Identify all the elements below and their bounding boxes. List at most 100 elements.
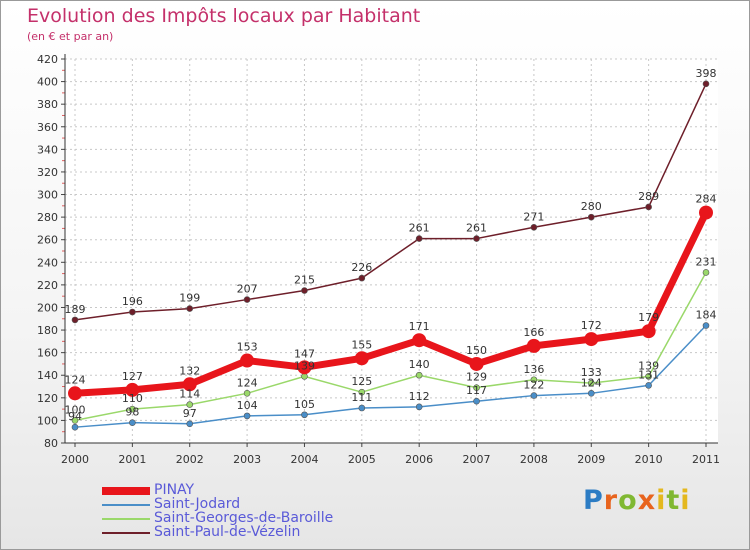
- data-point-saint-jodard: [71, 423, 79, 431]
- x-tick-label: 2000: [61, 453, 89, 466]
- data-point-pinay: [182, 377, 197, 392]
- y-tick-label: 380: [37, 98, 58, 111]
- data-label-pinay: 147: [294, 347, 315, 360]
- data-label-pinay: 171: [409, 320, 430, 333]
- data-label-saint-jodard: 124: [581, 376, 602, 389]
- data-point-pinay: [584, 332, 599, 347]
- data-point-saint-paul-de-vezelin: [702, 80, 710, 88]
- x-tick-label: 2007: [463, 453, 491, 466]
- data-point-saint-jodard: [129, 419, 136, 426]
- x-tick-label: 2011: [692, 453, 720, 466]
- data-point-saint-paul-de-vezelin: [587, 213, 595, 221]
- data-label-saint-paul-de-vezelin: 289: [638, 190, 659, 203]
- data-label-saint-paul-de-vezelin: 196: [122, 295, 143, 308]
- data-point-pinay: [412, 333, 427, 348]
- data-label-saint-georges-de-baroille: 133: [581, 366, 602, 379]
- data-label-pinay: 124: [65, 373, 86, 386]
- data-label-saint-jodard: 117: [466, 384, 487, 397]
- data-label-saint-georges-de-baroille: 110: [122, 392, 143, 405]
- data-label-saint-paul-de-vezelin: 207: [237, 283, 258, 296]
- y-tick-label: 420: [37, 53, 58, 66]
- y-tick-label: 260: [37, 234, 58, 247]
- data-point-saint-jodard: [702, 322, 710, 329]
- data-label-saint-paul-de-vezelin: 215: [294, 274, 315, 287]
- legend-swatch-pinay: [102, 487, 150, 495]
- legend-label-saint-georges: Saint-Georges-de-Baroille: [154, 510, 334, 526]
- y-tick-label: 300: [37, 189, 58, 202]
- data-point-saint-paul-de-vezelin: [186, 305, 194, 312]
- y-tick-label: 200: [37, 301, 58, 314]
- data-point-saint-georges-de-baroille: [645, 373, 652, 380]
- y-tick-label: 100: [37, 414, 58, 427]
- legend-label-saint-paul: Saint-Paul-de-Vézelin: [154, 524, 301, 540]
- data-point-saint-paul-de-vezelin: [415, 235, 423, 242]
- y-tick-label: 240: [37, 256, 58, 269]
- data-point-saint-jodard: [587, 390, 595, 397]
- data-point-saint-jodard: [473, 397, 480, 405]
- y-tick-label: 120: [37, 392, 58, 405]
- y-tick-label: 80: [44, 437, 58, 450]
- legend-label-pinay: PINAY: [154, 482, 195, 498]
- data-point-saint-paul-de-vezelin: [530, 223, 538, 231]
- data-point-saint-jodard: [243, 412, 251, 420]
- x-tick-label: 2005: [348, 453, 376, 466]
- data-point-saint-georges-de-baroille: [530, 376, 538, 384]
- data-label-saint-georges-de-baroille: 114: [179, 388, 200, 401]
- data-point-saint-georges-de-baroille: [243, 390, 251, 397]
- series-layer: [68, 80, 713, 431]
- data-label-saint-georges-de-baroille: 129: [466, 371, 487, 384]
- data-label-saint-paul-de-vezelin: 199: [179, 292, 200, 305]
- data-label-saint-jodard: 97: [183, 407, 197, 420]
- data-label-saint-georges-de-baroille: 100: [65, 403, 86, 416]
- x-tick-label: 2002: [176, 453, 204, 466]
- y-tick-label: 180: [37, 324, 58, 337]
- x-tick-label: 2009: [577, 453, 605, 466]
- data-point-saint-georges-de-baroille: [415, 371, 423, 379]
- data-label-saint-georges-de-baroille: 139: [638, 359, 659, 372]
- data-point-saint-paul-de-vezelin: [71, 316, 79, 324]
- data-label-saint-georges-de-baroille: 124: [237, 376, 258, 389]
- data-label-saint-paul-de-vezelin: 261: [409, 222, 430, 235]
- y-tick-label: 400: [37, 76, 58, 89]
- data-label-saint-paul-de-vezelin: 189: [65, 303, 86, 316]
- data-label-pinay: 166: [523, 326, 544, 339]
- data-point-saint-paul-de-vezelin: [243, 296, 251, 303]
- y-tick-label: 140: [37, 369, 58, 382]
- data-point-pinay: [240, 353, 255, 368]
- data-label-pinay: 153: [237, 341, 258, 354]
- series-line-saint-georges-de-baroille: [74, 272, 707, 422]
- data-label-saint-jodard: 131: [638, 368, 659, 381]
- data-label-saint-paul-de-vezelin: 261: [466, 222, 487, 235]
- data-point-saint-jodard: [645, 382, 652, 389]
- data-label-pinay: 155: [351, 338, 372, 351]
- data-point-saint-georges-de-baroille: [587, 379, 595, 387]
- data-label-pinay: 132: [179, 364, 200, 377]
- data-label-saint-jodard: 104: [237, 399, 258, 412]
- data-label-saint-georges-de-baroille: 139: [294, 359, 315, 372]
- data-point-saint-paul-de-vezelin: [129, 308, 136, 316]
- y-tick-label: 320: [37, 166, 58, 179]
- x-tick-label: 2003: [233, 453, 261, 466]
- data-point-saint-georges-de-baroille: [473, 384, 480, 391]
- x-tick-label: 2008: [520, 453, 548, 466]
- chart-title: Evolution des Impôts locaux par Habitant: [27, 5, 421, 27]
- data-label-pinay: 172: [581, 319, 602, 332]
- grid-layer: [65, 58, 718, 443]
- chart-subtitle: (en € et par an): [27, 30, 114, 43]
- x-tick-label: 2004: [290, 453, 318, 466]
- x-tick-label: 2010: [635, 453, 663, 466]
- data-label-pinay: 127: [122, 370, 143, 383]
- data-point-pinay: [125, 382, 140, 397]
- x-tick-label: 2001: [118, 453, 146, 466]
- y-tick-label: 280: [37, 211, 58, 224]
- data-point-saint-jodard: [358, 404, 366, 412]
- y-tick-label: 220: [37, 279, 58, 292]
- data-label-saint-georges-de-baroille: 136: [523, 363, 544, 376]
- data-label-saint-paul-de-vezelin: 271: [523, 210, 544, 223]
- x-tick-label: 2006: [405, 453, 433, 466]
- data-point-saint-jodard: [530, 392, 538, 399]
- data-point-saint-georges-de-baroille: [129, 405, 136, 413]
- data-label-saint-paul-de-vezelin: 226: [351, 261, 372, 274]
- proxiti-logo: Proxiti: [583, 485, 691, 516]
